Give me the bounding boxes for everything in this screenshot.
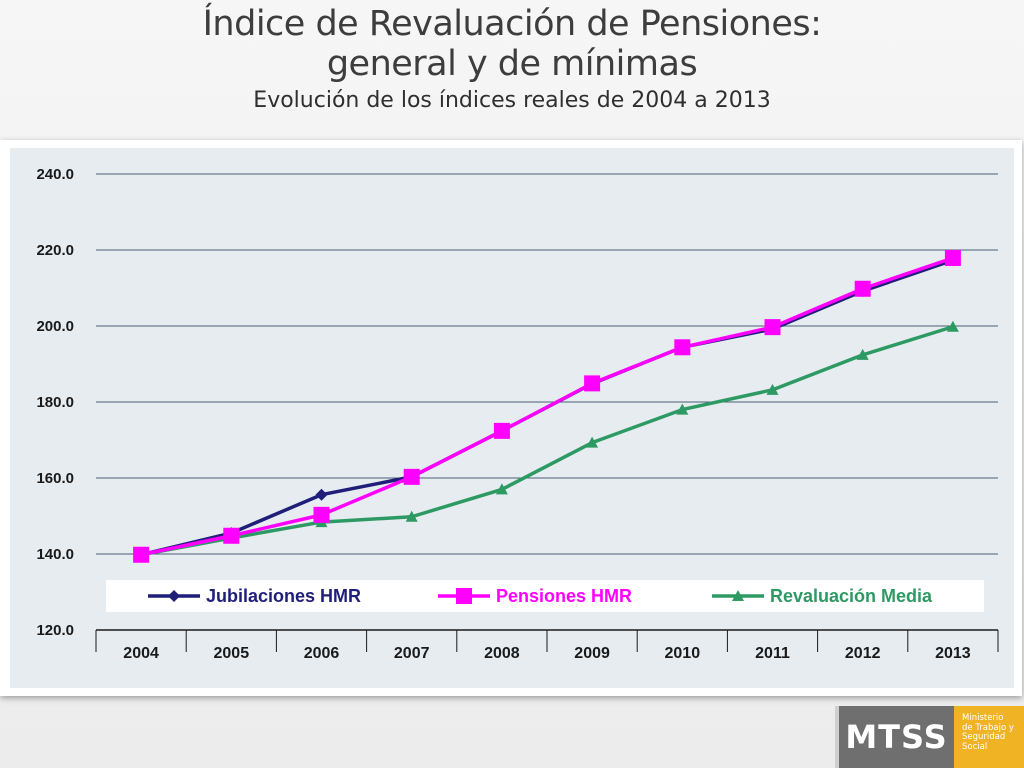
data-point: [854, 280, 871, 297]
data-point: [764, 319, 781, 336]
title-line-1: Índice de Revaluación de Pensiones:: [202, 4, 822, 44]
slide-title: Índice de Revaluación de Pensiones: gene…: [0, 4, 1024, 116]
legend-marker: [456, 588, 472, 604]
data-point: [315, 488, 328, 501]
data-point: [856, 348, 869, 360]
logo-mark: MTSS: [835, 706, 954, 768]
y-tick-label: 240.0: [36, 166, 74, 183]
y-tick-label: 200.0: [36, 318, 74, 335]
mtss-logo: MTSS Ministerio de Trabajo y Seguridad S…: [835, 706, 1024, 768]
data-point: [133, 546, 150, 563]
legend-marker: [168, 590, 180, 602]
legend-marker: [732, 590, 744, 601]
x-tick-label: 2013: [935, 645, 971, 662]
x-tick-label: 2011: [755, 645, 790, 662]
data-point: [403, 468, 420, 485]
data-point: [946, 320, 959, 332]
legend-label: Pensiones HMR: [496, 586, 632, 606]
legend-label: Revaluación Media: [770, 586, 933, 606]
data-point: [405, 510, 418, 522]
logo-text: Ministerio de Trabajo y Seguridad Social: [954, 706, 1024, 768]
data-point: [223, 527, 240, 544]
y-tick-label: 160.0: [36, 470, 74, 487]
series-line-pensiones-hmr: [140, 256, 954, 557]
data-point: [766, 383, 779, 395]
chart-panel: 120.0 140.0 160.0 180.0 200.0 220.0 240.0 2004 2…: [10, 148, 1014, 688]
data-point: [313, 506, 330, 523]
y-tick-label: 140.0: [36, 546, 74, 563]
legend-label: Jubilaciones HMR: [206, 586, 361, 606]
legend-box: [106, 580, 984, 612]
data-point: [584, 375, 601, 392]
x-tick-label: 2004: [123, 645, 159, 662]
line-chart: 120.0 140.0 160.0 180.0 200.0 220.0 240.0 2004 2…: [36, 166, 999, 662]
x-tick-label: 2005: [214, 645, 250, 662]
data-point: [674, 339, 691, 356]
x-tick-label: 2010: [665, 645, 701, 662]
x-tick-label: 2009: [574, 645, 610, 662]
data-point: [586, 436, 599, 448]
x-tick-label: 2006: [304, 645, 340, 662]
data-point: [944, 249, 961, 266]
x-tick-label: 2008: [484, 645, 520, 662]
y-tick-label: 180.0: [36, 394, 74, 411]
chart-frame: 120.0 140.0 160.0 180.0 200.0 220.0 240.0 2004 2…: [0, 140, 1022, 696]
x-tick-label: 2012: [845, 645, 881, 662]
x-tick-label: 2007: [394, 645, 430, 662]
title-line-2: general y de mínimas: [326, 44, 698, 84]
series-line-revaluaci-n-media: [140, 325, 954, 557]
data-point: [493, 422, 510, 439]
data-point: [676, 403, 689, 415]
y-tick-label: 120.0: [36, 622, 74, 639]
data-point: [495, 483, 508, 495]
y-tick-label: 220.0: [36, 242, 74, 259]
slide-subtitle: Evolución de los índices reales de 2004 …: [253, 88, 771, 113]
